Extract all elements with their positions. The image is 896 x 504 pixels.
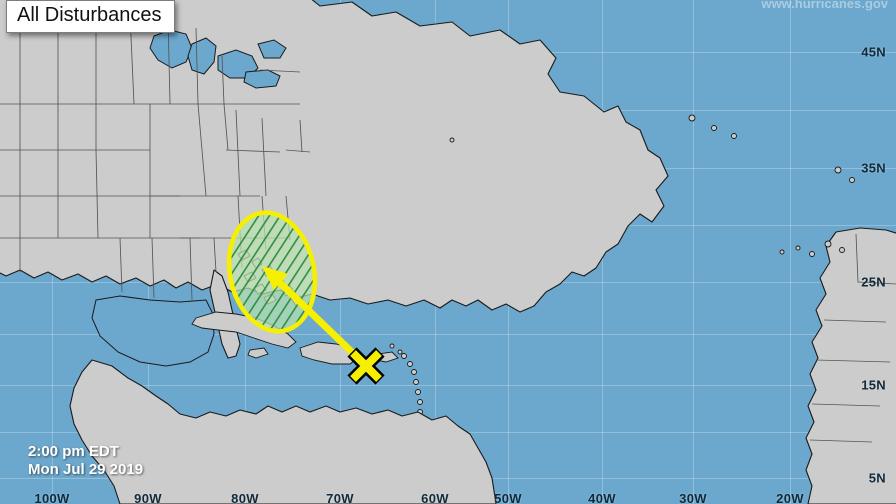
timestamp-date: Mon Jul 29 2019: [28, 461, 144, 479]
lon-label-70w: 70W: [326, 491, 354, 504]
lon-label-90w: 90W: [134, 491, 162, 504]
lon-label-40w: 40W: [588, 491, 616, 504]
forecast-motion-arrowhead: [262, 266, 288, 290]
forecast-motion-arrow: [273, 276, 359, 359]
lon-label-30w: 30W: [679, 491, 707, 504]
lon-label-60w: 60W: [421, 491, 449, 504]
lon-label-20w: 20W: [776, 491, 804, 504]
jamaica: [247, 347, 269, 359]
map-title-box: All Disturbances: [6, 0, 175, 33]
site-watermark: www.hurricanes.gov: [761, 0, 888, 11]
lat-label-45n: 45N: [861, 44, 886, 60]
lat-label-35n: 35N: [861, 160, 886, 176]
atlantic-islands: [449, 114, 855, 257]
page-title: All Disturbances: [17, 4, 162, 26]
lat-label-25n: 25N: [861, 274, 886, 290]
africa-borders: [809, 233, 896, 443]
cuba: [191, 311, 297, 349]
disturbance-x-marker: [347, 347, 385, 385]
lat-label-5n: 5N: [868, 470, 886, 486]
lon-label-50w: 50W: [494, 491, 522, 504]
lat-label-15n: 15N: [861, 377, 886, 393]
timestamp-block: 2:00 pm EDT Mon Jul 29 2019: [28, 443, 143, 481]
timestamp-time: 2:00 pm EDT: [28, 442, 119, 460]
lon-label-100w: 100W: [34, 491, 70, 504]
central-and-south-america: [69, 359, 497, 504]
gulf-of-mexico: [91, 295, 215, 367]
great-lakes: [149, 29, 287, 89]
africa-west-coast: [805, 227, 896, 504]
north-america-landmass: [0, 0, 669, 313]
lon-label-80w: 80W: [231, 491, 259, 504]
